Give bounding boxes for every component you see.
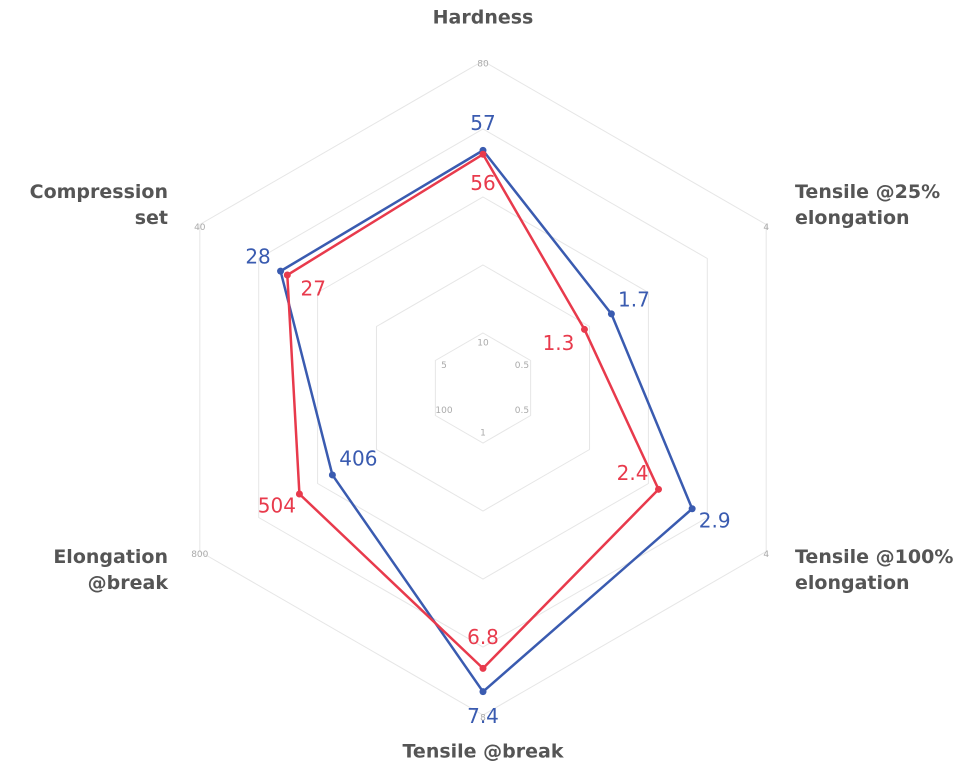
grid-ring: [375, 264, 591, 512]
data-point: [479, 688, 487, 696]
data-point: [479, 150, 487, 158]
data-point: [328, 471, 336, 479]
data-point: [607, 310, 615, 318]
axis-label: Tensile @break: [403, 741, 564, 763]
grid-ring: [258, 128, 708, 648]
grid-ring: [199, 60, 767, 716]
max-tick-label: 40: [194, 223, 206, 233]
grid-ring: [317, 196, 649, 580]
value-label: 27: [301, 277, 326, 301]
max-tick-label: 4: [763, 223, 769, 233]
value-label: 57: [470, 111, 495, 135]
data-point: [277, 267, 285, 275]
min-tick-label: 10: [477, 339, 489, 349]
value-label: 406: [339, 446, 377, 470]
axis-label: Tensile @100%: [795, 546, 953, 568]
max-tick-label: 8: [480, 714, 486, 724]
grid-ring: [434, 332, 532, 444]
series-line: [279, 149, 694, 693]
min-tick-label: 1: [480, 429, 486, 439]
value-label: 28: [245, 245, 270, 269]
value-label: 504: [258, 493, 296, 517]
max-tick-label: 80: [477, 60, 489, 70]
min-tick-label: 0.5: [515, 406, 529, 416]
data-point: [295, 490, 303, 498]
value-label: 1.3: [543, 331, 575, 355]
data-point: [479, 664, 487, 672]
min-tick-label: 0.5: [515, 361, 529, 371]
min-tick-label: 5: [441, 361, 447, 371]
max-tick-label: 4: [763, 550, 769, 560]
data-point: [655, 485, 663, 493]
value-label: 2.4: [617, 461, 649, 485]
axis-label: set: [135, 207, 168, 229]
value-label: 2.9: [699, 508, 731, 532]
min-tick-label: 100: [435, 406, 452, 416]
value-label: 6.8: [467, 625, 499, 649]
data-point: [688, 505, 696, 513]
value-label: 7.4: [467, 704, 499, 728]
series-line: [286, 153, 660, 670]
axis-label: elongation: [795, 572, 910, 594]
max-tick-label: 800: [191, 550, 208, 560]
data-point: [580, 325, 588, 333]
axis-label: @break: [88, 572, 169, 594]
data-point: [283, 271, 291, 279]
axis-label: Elongation: [53, 546, 168, 568]
value-label: 56: [470, 171, 495, 195]
value-label: 1.7: [618, 287, 650, 311]
axis-label: Hardness: [433, 7, 534, 29]
axis-label: Tensile @25%: [795, 181, 940, 203]
axis-label: Compression: [30, 181, 168, 203]
axis-label: elongation: [795, 207, 910, 229]
